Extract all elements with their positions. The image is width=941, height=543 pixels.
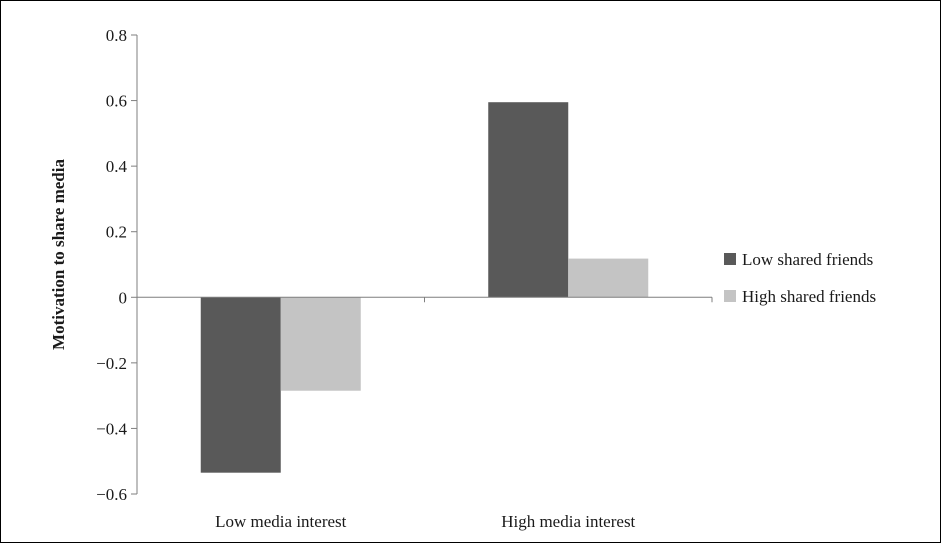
bar bbox=[488, 102, 569, 298]
y-axis-ticks: 0.8 0.6 0.4 0.2 0 −0.2 −0.4 −0.6 bbox=[96, 26, 137, 504]
y-tick-label: −0.4 bbox=[96, 419, 127, 438]
x-category-label: High media interest bbox=[501, 512, 635, 531]
y-axis-label: Motivation to share media bbox=[49, 159, 68, 350]
bars bbox=[200, 102, 649, 473]
y-tick-label: 0 bbox=[119, 288, 128, 307]
legend-label: Low shared friends bbox=[742, 250, 873, 269]
legend-swatch bbox=[724, 290, 736, 302]
y-tick-label: 0.8 bbox=[106, 26, 127, 45]
y-tick-label: 0.2 bbox=[106, 223, 127, 242]
bar bbox=[200, 297, 281, 473]
x-axis-labels: Low media interest High media interest bbox=[215, 297, 713, 531]
legend-swatch bbox=[724, 253, 736, 265]
y-tick-label: 0.6 bbox=[106, 92, 127, 111]
legend: Low shared friends High shared friends bbox=[724, 250, 876, 306]
y-tick-label: −0.2 bbox=[96, 354, 127, 373]
y-tick-label: −0.6 bbox=[96, 485, 127, 504]
bar bbox=[568, 258, 649, 298]
bar bbox=[280, 297, 361, 391]
y-tick-label: 0.4 bbox=[106, 157, 128, 176]
legend-label: High shared friends bbox=[742, 287, 876, 306]
x-category-label: Low media interest bbox=[215, 512, 347, 531]
